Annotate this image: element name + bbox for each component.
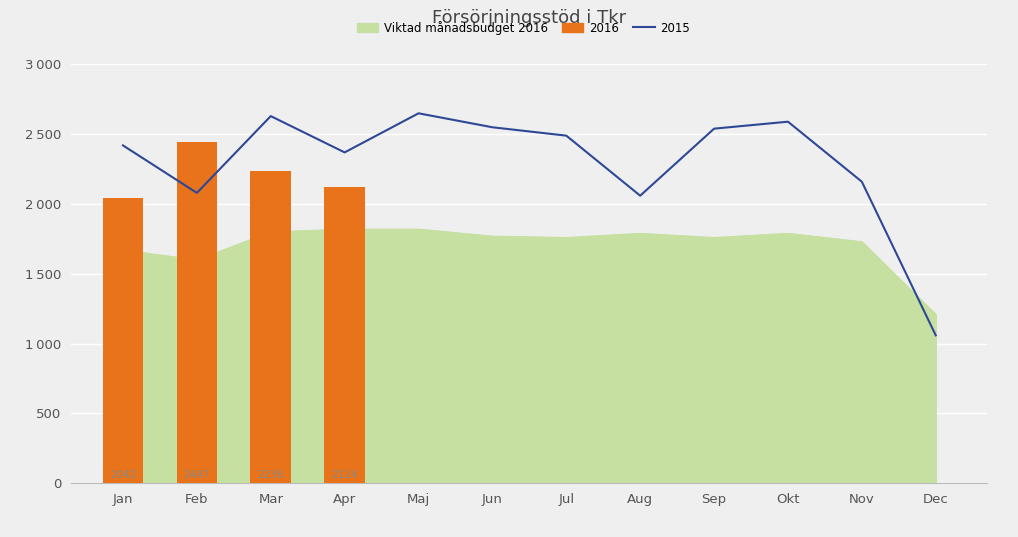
Text: 2124: 2124	[332, 470, 358, 480]
Bar	[103, 198, 144, 483]
Bar	[176, 142, 217, 483]
Bar	[325, 187, 365, 483]
Title: Försörjningsstöd i Tkr: Försörjningsstöd i Tkr	[433, 9, 626, 27]
Text: 2042: 2042	[110, 470, 136, 480]
Text: 2236: 2236	[258, 470, 284, 480]
Text: 2447: 2447	[183, 470, 210, 480]
Legend: Viktad månadsbudget 2016, 2016, 2015: Viktad månadsbudget 2016, 2016, 2015	[352, 16, 695, 39]
Bar	[250, 171, 291, 483]
